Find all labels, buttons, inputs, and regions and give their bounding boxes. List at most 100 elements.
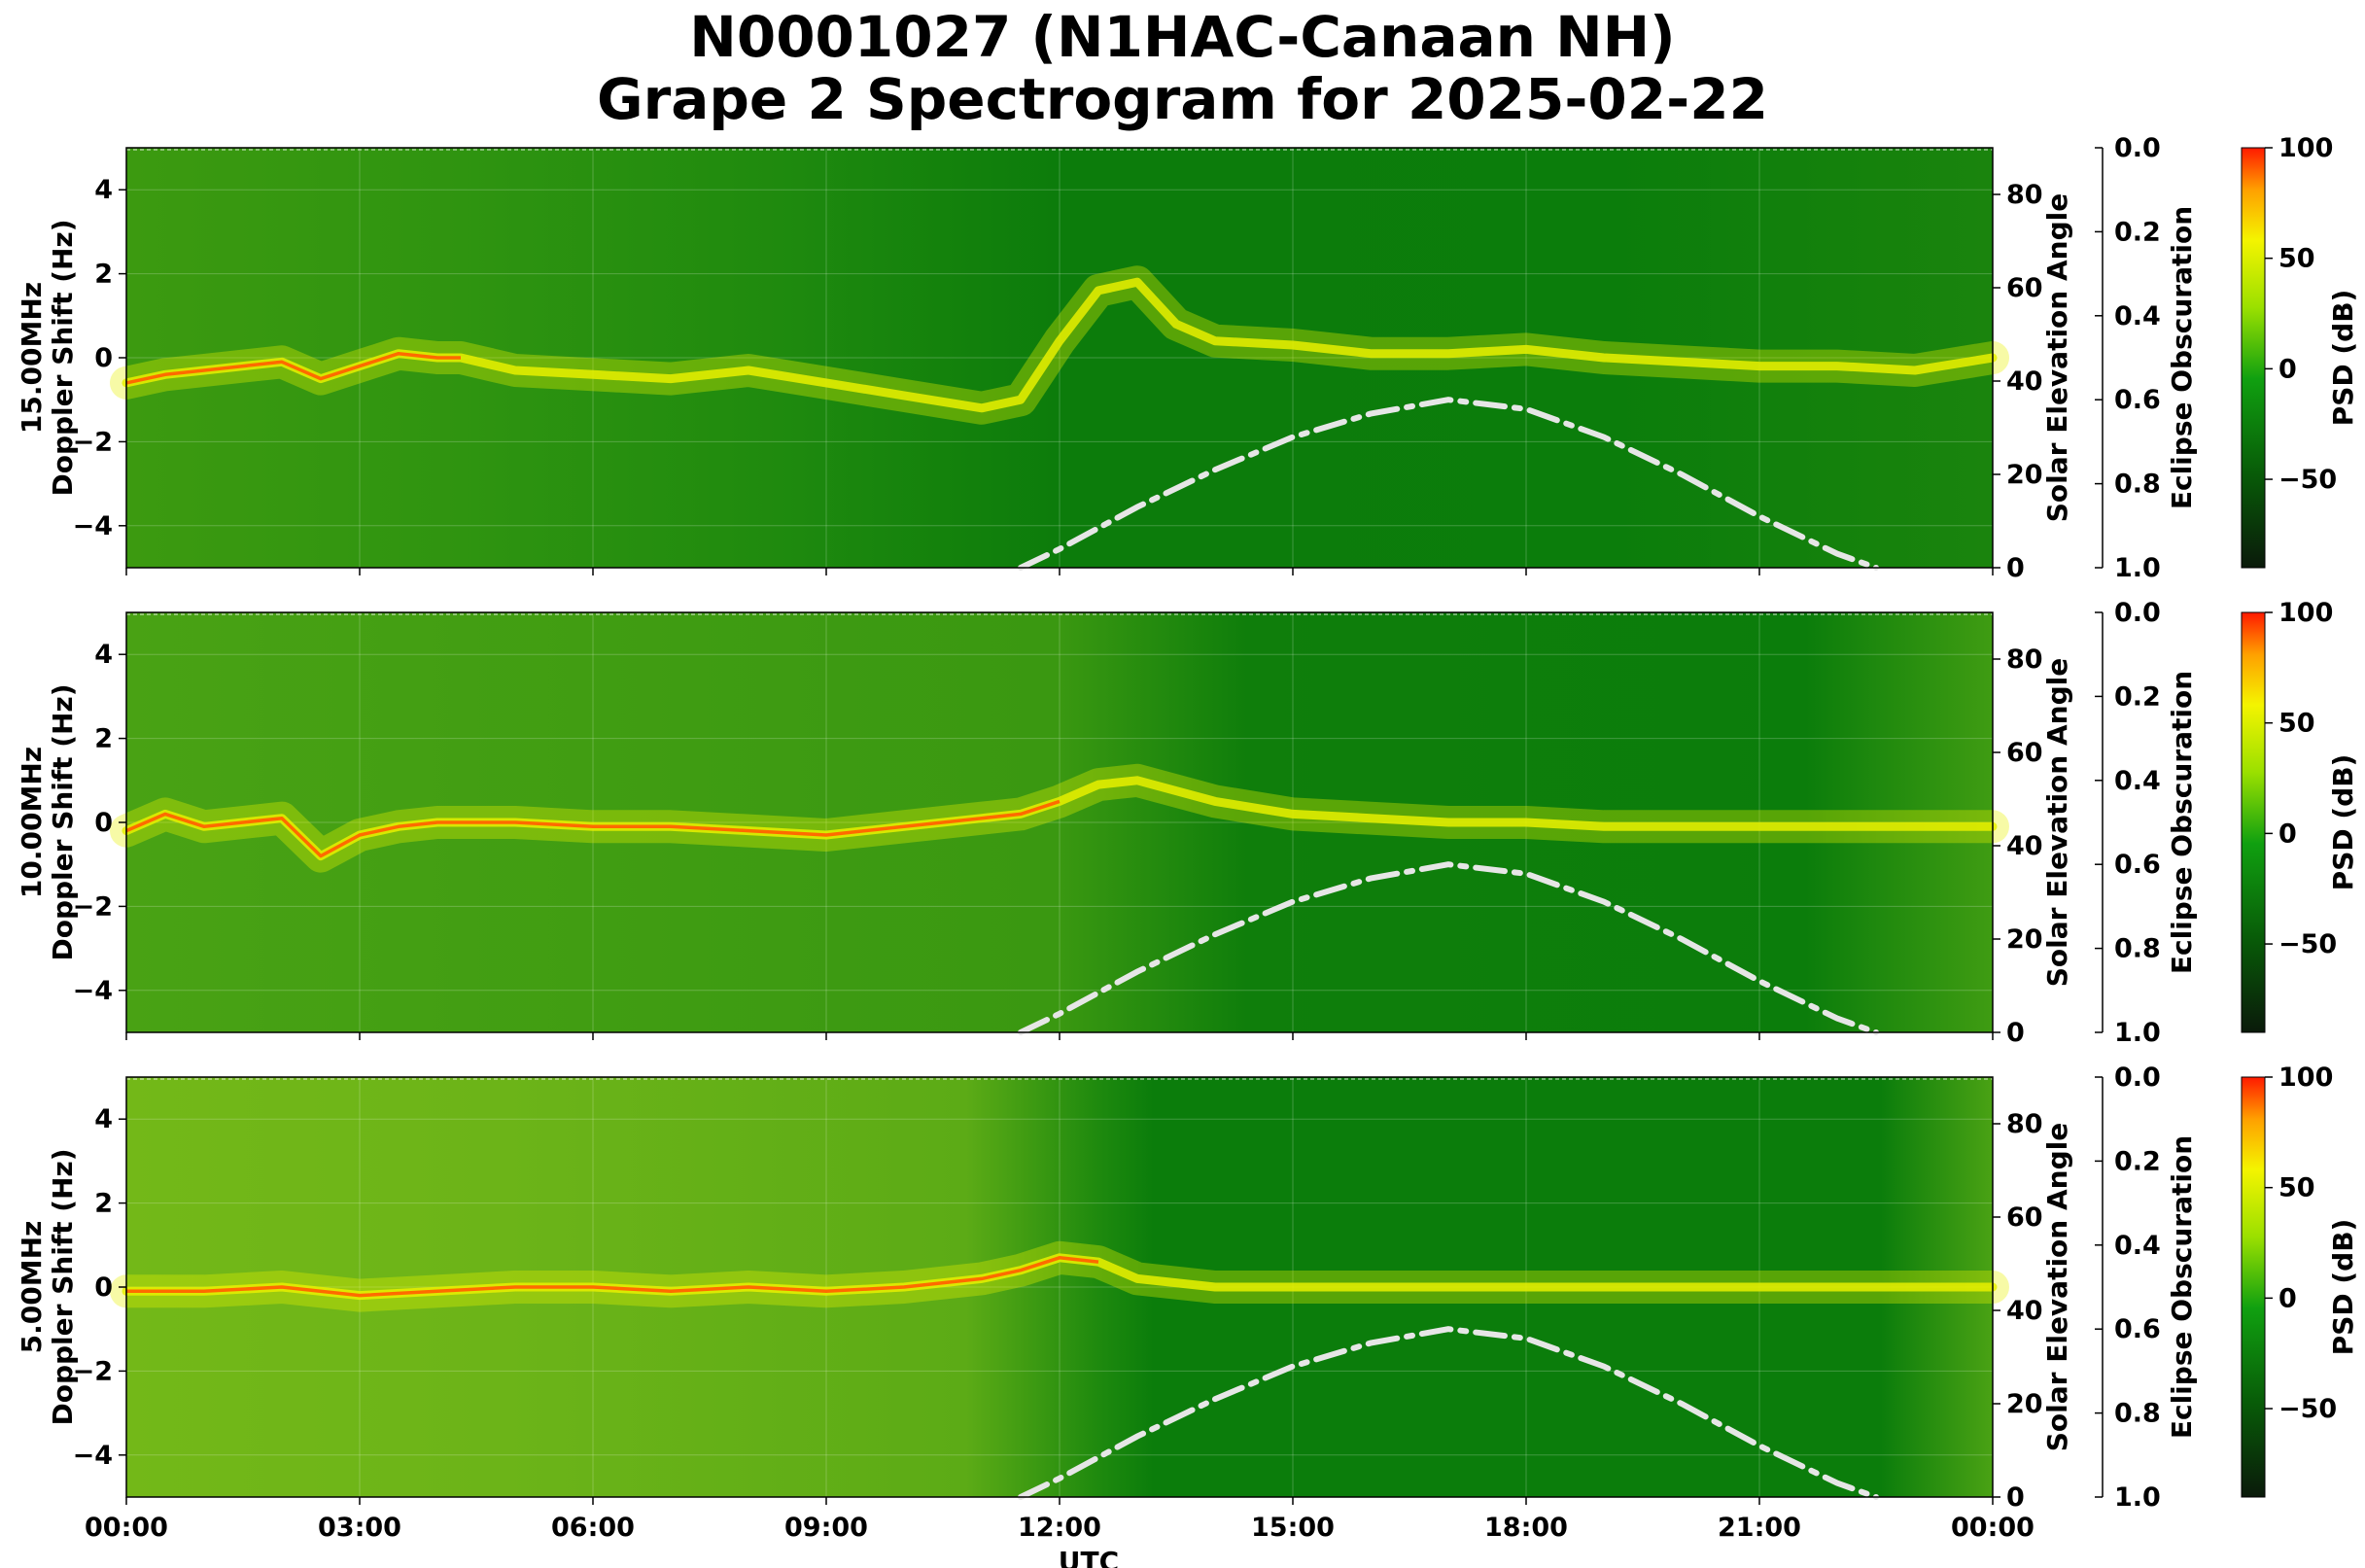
colorbar-tick-label: 100 <box>2278 1063 2333 1093</box>
solar-elevation-tick-label: 60 <box>2006 738 2043 768</box>
psd-colorbar <box>2241 147 2266 569</box>
figure-title-line-1: N0001027 (N1HAC-Canaan NH) <box>689 4 1676 70</box>
doppler-signal-peak <box>125 351 461 385</box>
colorbar-tick-label: −50 <box>2278 1394 2337 1424</box>
solar-elevation-tick-label: 40 <box>2006 1296 2043 1326</box>
solar-elevation-tick-label: 80 <box>2006 1109 2043 1139</box>
colorbar-label: PSD (dB) <box>2327 290 2359 427</box>
eclipse-obscuration-tick-label: 0.4 <box>2114 301 2161 331</box>
y-axis-label-band: 5.00MHz <box>16 1221 48 1354</box>
x-tick-label: 06:00 <box>551 1513 635 1543</box>
doppler-signal-peak <box>125 799 1061 858</box>
x-tick-label: 09:00 <box>784 1513 868 1543</box>
colorbar-tick-label: 100 <box>2278 133 2333 163</box>
y-tick-label: −4 <box>73 976 113 1006</box>
solar-elevation-tick-label: 40 <box>2006 366 2043 397</box>
eclipse-obscuration-tick-label: 0.6 <box>2114 1314 2161 1344</box>
eclipse-obscuration-tick-label: 1.0 <box>2114 553 2161 583</box>
y-tick-label: 4 <box>94 1104 113 1134</box>
solar-elevation-tick-label: 80 <box>2006 180 2043 210</box>
y-tick-label: −2 <box>73 891 113 922</box>
y-tick-label: 0 <box>94 1272 113 1303</box>
x-axis-label: UTC <box>1059 1546 1119 1568</box>
eclipse-obscuration-axis-label: Eclipse Obscuration <box>2166 671 2198 974</box>
eclipse-obscuration-tick-label: 0.8 <box>2114 1399 2161 1429</box>
y-axis-label-doppler: Doppler Shift (Hz) <box>47 683 79 960</box>
colorbar-tick-label: 0 <box>2278 1283 2297 1313</box>
solar-elevation-tick-label: 60 <box>2006 273 2043 303</box>
eclipse-obscuration-tick-label: 1.0 <box>2114 1018 2161 1048</box>
y-tick-label: 2 <box>94 724 113 754</box>
solar-elevation-curve <box>1018 397 1879 571</box>
y-tick-label: 0 <box>94 343 113 373</box>
solar-elevation-tick-label: 40 <box>2006 831 2043 861</box>
x-tick-label: 00:00 <box>85 1513 168 1543</box>
eclipse-obscuration-tick-label: 0.2 <box>2114 217 2161 247</box>
solar-elevation-curve <box>1018 1326 1879 1500</box>
solar-elevation-tick-label: 20 <box>2006 924 2043 955</box>
colorbar-tick-label: 50 <box>2278 709 2315 739</box>
eclipse-obscuration-tick-label: 1.0 <box>2114 1482 2161 1513</box>
psd-colorbar <box>2241 611 2266 1033</box>
figure-title-line-2: Grape 2 Spectrogram for 2025-02-22 <box>597 66 1768 132</box>
solar-elevation-axis-label: Solar Elevation Angle <box>2041 1123 2073 1451</box>
panel-10-00mhz: 420−2−410.00MHz Doppler Shift (Hz)0204060… <box>16 598 2359 1048</box>
solar-elevation-tick-label: 80 <box>2006 645 2043 675</box>
x-tick-label: 15:00 <box>1251 1513 1335 1543</box>
solar-elevation-tick-label: 0 <box>2006 1018 2025 1048</box>
y-tick-label: 4 <box>94 175 113 205</box>
colorbar-tick-label: −50 <box>2278 929 2337 959</box>
y-tick-label: −4 <box>73 1441 113 1471</box>
x-tick-label: 12:00 <box>1018 1513 1101 1543</box>
eclipse-obscuration-axis-label: Eclipse Obscuration <box>2166 1135 2198 1439</box>
solar-elevation-curve <box>1018 861 1879 1035</box>
y-tick-label: 4 <box>94 640 113 670</box>
colorbar-tick-label: 0 <box>2278 354 2297 384</box>
eclipse-obscuration-tick-label: 0.0 <box>2114 1063 2161 1093</box>
solar-elevation-tick-label: 0 <box>2006 1482 2025 1513</box>
panel-5-00mhz: 420−2−45.00MHz Doppler Shift (Hz)02040608… <box>16 1063 2359 1568</box>
eclipse-obscuration-tick-label: 0.8 <box>2114 934 2161 964</box>
eclipse-obscuration-tick-label: 0.0 <box>2114 133 2161 163</box>
y-tick-label: −4 <box>73 511 113 541</box>
x-tick-label: 18:00 <box>1484 1513 1568 1543</box>
solar-elevation-tick-label: 60 <box>2006 1202 2043 1233</box>
grid-lines <box>126 1077 1993 1497</box>
eclipse-obscuration-tick-label: 0.6 <box>2114 850 2161 880</box>
x-tick-label: 03:00 <box>318 1513 401 1543</box>
y-tick-label: 2 <box>94 260 113 290</box>
eclipse-obscuration-axis-label: Eclipse Obscuration <box>2166 206 2198 509</box>
colorbar-tick-label: 50 <box>2278 1173 2315 1203</box>
colorbar-tick-label: 50 <box>2278 244 2315 274</box>
psd-colorbar <box>2241 1076 2266 1498</box>
eclipse-obscuration-tick-label: 0.0 <box>2114 598 2161 628</box>
y-tick-label: −2 <box>73 1356 113 1386</box>
colorbar-label: PSD (dB) <box>2327 754 2359 891</box>
eclipse-obscuration-tick-label: 0.4 <box>2114 1231 2161 1261</box>
solar-elevation-axis-label: Solar Elevation Angle <box>2041 193 2073 522</box>
y-axis-label-doppler: Doppler Shift (Hz) <box>47 1148 79 1425</box>
solar-elevation-axis-label: Solar Elevation Angle <box>2041 658 2073 987</box>
eclipse-obscuration-tick-label: 0.4 <box>2114 766 2161 796</box>
doppler-signal-peak <box>126 1256 1099 1298</box>
panel-15-00mhz: 420−2−415.00MHz Doppler Shift (Hz)0204060… <box>16 133 2359 583</box>
x-tick-label: 21:00 <box>1718 1513 1801 1543</box>
eclipse-obscuration-tick-label: 0.6 <box>2114 385 2161 415</box>
y-axis-label-band: 10.00MHz <box>16 747 48 898</box>
solar-elevation-tick-label: 20 <box>2006 460 2043 490</box>
colorbar-tick-label: 100 <box>2278 598 2333 628</box>
colorbar-tick-label: 0 <box>2278 819 2297 849</box>
y-tick-label: 0 <box>94 808 113 838</box>
y-axis-label-band: 15.00MHz <box>16 282 48 434</box>
colorbar-label: PSD (dB) <box>2327 1219 2359 1356</box>
x-tick-label: 00:00 <box>1951 1513 2035 1543</box>
y-axis-label-doppler: Doppler Shift (Hz) <box>47 219 79 496</box>
y-tick-label: 2 <box>94 1189 113 1219</box>
solar-elevation-tick-label: 20 <box>2006 1389 2043 1419</box>
solar-elevation-tick-label: 0 <box>2006 553 2025 583</box>
eclipse-obscuration-tick-label: 0.8 <box>2114 470 2161 500</box>
y-tick-label: −2 <box>73 427 113 457</box>
eclipse-obscuration-tick-label: 0.2 <box>2114 681 2161 712</box>
